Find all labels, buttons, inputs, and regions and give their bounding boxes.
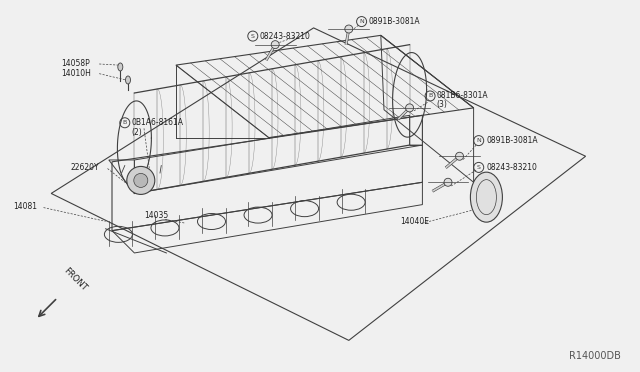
Text: (2): (2) <box>132 128 143 137</box>
Text: B: B <box>428 93 432 99</box>
Text: 08243-83210: 08243-83210 <box>259 32 310 41</box>
Text: 08243-83210: 08243-83210 <box>486 163 537 172</box>
Text: 0891B-3081A: 0891B-3081A <box>369 17 420 26</box>
Text: 0B1A6-8161A: 0B1A6-8161A <box>132 118 184 127</box>
Text: 081B6-8301A: 081B6-8301A <box>436 92 488 100</box>
Ellipse shape <box>470 172 502 222</box>
Circle shape <box>406 104 413 112</box>
Circle shape <box>444 178 452 186</box>
Text: N: N <box>476 138 481 143</box>
Circle shape <box>127 166 155 195</box>
Text: N: N <box>359 19 364 24</box>
Text: 22620Y: 22620Y <box>70 163 99 172</box>
Text: 14058P: 14058P <box>61 60 90 68</box>
Circle shape <box>345 25 353 33</box>
Text: 14010H: 14010H <box>61 69 91 78</box>
Text: S: S <box>251 33 255 39</box>
Text: 0891B-3081A: 0891B-3081A <box>486 136 538 145</box>
Text: FRONT: FRONT <box>61 266 88 293</box>
Text: B: B <box>123 120 127 125</box>
Circle shape <box>456 152 463 160</box>
Text: 14035: 14035 <box>144 211 168 220</box>
Text: S: S <box>477 165 481 170</box>
Text: 14081: 14081 <box>13 202 36 211</box>
Circle shape <box>271 41 279 49</box>
Text: (3): (3) <box>436 100 447 109</box>
Circle shape <box>134 173 148 187</box>
Ellipse shape <box>125 76 131 84</box>
Ellipse shape <box>118 63 123 71</box>
Text: R14000DB: R14000DB <box>569 351 621 361</box>
Text: 14040E: 14040E <box>400 217 429 226</box>
